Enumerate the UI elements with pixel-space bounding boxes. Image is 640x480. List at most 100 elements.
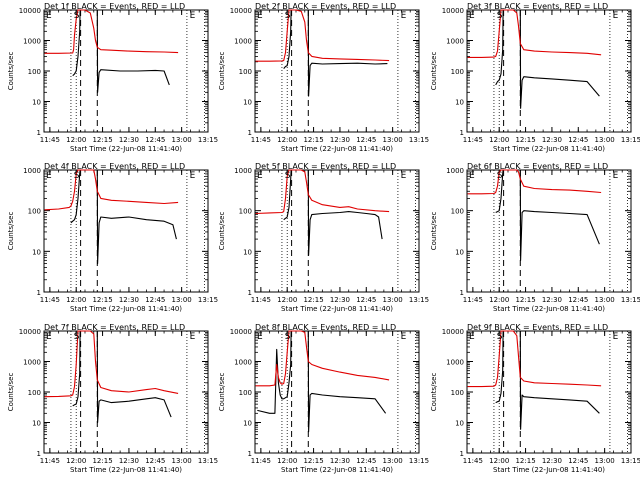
x-tick-label: 12:15 (515, 136, 535, 144)
x-tick-label: 12:00 (489, 457, 509, 465)
panel-det-3: Det 3f BLACK = Events, RED = LLD Counts/s… (430, 2, 640, 153)
x-tick-label: 11:45 (251, 296, 271, 304)
x-tick-label: 12:15 (92, 136, 112, 144)
marker-label-e-start: E (46, 332, 52, 342)
marker-label-s: S (74, 11, 80, 21)
x-tick-label: 12:00 (66, 136, 86, 144)
y-tick-label: 10 (32, 99, 41, 107)
y-axis-label: Counts/sec (430, 212, 438, 251)
x-tick-label: 12:30 (119, 457, 139, 465)
y-tick-label: 10 (455, 248, 464, 256)
marker-label-e-start: E (469, 11, 475, 21)
y-tick-label: 1 (37, 289, 41, 297)
x-tick-label: 13:00 (172, 136, 192, 144)
x-tick-label: 13:15 (621, 136, 640, 144)
series-events (72, 9, 170, 93)
marker-label-e-start: E (469, 332, 475, 342)
panel-title: Det 1f BLACK = Events, RED = LLD (44, 2, 185, 11)
y-tick-label: 100 (451, 389, 464, 397)
x-tick-label: 11:45 (463, 296, 483, 304)
series-lld (467, 169, 602, 195)
panel-title: Det 6f BLACK = Events, RED = LLD (467, 162, 608, 171)
marker-label-e-start: E (257, 171, 263, 181)
panel-det-6: Det 6f BLACK = Events, RED = LLD Counts/s… (430, 162, 640, 313)
x-tick-label: 12:00 (66, 457, 86, 465)
y-tick-label: 1000 (234, 167, 252, 175)
x-tick-label: 12:00 (277, 457, 297, 465)
x-tick-label: 12:30 (542, 296, 562, 304)
series-lld (467, 9, 602, 58)
x-axis-label: Start Time (22-Jun-08 11:41:40) (70, 305, 182, 313)
y-tick-label: 10 (32, 248, 41, 256)
panel-det-5: Det 5f BLACK = Events, RED = LLD Counts/s… (218, 162, 429, 313)
x-axis-label: Start Time (22-Jun-08 11:41:40) (281, 305, 393, 313)
x-tick-label: 12:45 (568, 457, 588, 465)
x-tick-label: 13:15 (198, 136, 218, 144)
x-axis-label: Start Time (22-Jun-08 11:41:40) (281, 145, 393, 153)
plot-frame (466, 169, 632, 293)
y-tick-label: 10 (455, 99, 464, 107)
marker-label-e-end: E (190, 332, 196, 342)
x-tick-label: 11:45 (463, 136, 483, 144)
x-axis-label: Start Time (22-Jun-08 11:41:40) (493, 466, 605, 474)
x-tick-label: 11:45 (463, 457, 483, 465)
plot-frame (43, 169, 209, 293)
series-lld (255, 169, 390, 215)
y-tick-label: 10 (243, 420, 252, 428)
marker-label-e-end: E (613, 171, 619, 181)
y-tick-label: 1000 (446, 167, 464, 175)
y-tick-label: 1000 (234, 359, 252, 367)
x-tick-label: 11:45 (40, 457, 60, 465)
panel-title: Det 8f BLACK = Events, RED = LLD (255, 323, 396, 332)
y-axis-label: Counts/sec (430, 52, 438, 91)
y-tick-label: 10000 (442, 7, 464, 15)
panel-title: Det 4f BLACK = Events, RED = LLD (44, 162, 185, 171)
x-tick-label: 13:00 (383, 296, 403, 304)
series-lld (44, 169, 179, 211)
y-axis-label: Counts/sec (7, 52, 15, 91)
y-tick-label: 100 (28, 208, 41, 216)
x-tick-label: 11:45 (251, 136, 271, 144)
x-axis-label: Start Time (22-Jun-08 11:41:40) (70, 466, 182, 474)
y-tick-label: 10 (455, 420, 464, 428)
y-tick-label: 100 (239, 208, 252, 216)
panel-det-7: Det 7f BLACK = Events, RED = LLD Counts/s… (7, 323, 218, 474)
marker-label-e-end: E (401, 332, 407, 342)
y-tick-label: 100 (451, 208, 464, 216)
marker-label-s: S (285, 11, 291, 21)
marker-label-e-end: E (190, 11, 196, 21)
plot-frame (254, 169, 420, 293)
marker-label-s: S (74, 171, 80, 181)
x-tick-label: 12:45 (356, 296, 376, 304)
y-tick-label: 1000 (23, 359, 41, 367)
x-tick-label: 13:15 (409, 296, 429, 304)
y-tick-label: 10 (243, 248, 252, 256)
y-tick-label: 1 (248, 450, 252, 458)
x-tick-label: 13:00 (595, 457, 615, 465)
y-tick-label: 1000 (23, 167, 41, 175)
x-axis-label: Start Time (22-Jun-08 11:41:40) (70, 145, 182, 153)
y-tick-label: 10000 (19, 7, 41, 15)
y-tick-label: 10 (243, 99, 252, 107)
y-tick-label: 10000 (230, 328, 252, 336)
x-tick-label: 12:15 (303, 457, 323, 465)
series-events (72, 330, 172, 424)
series-events (495, 9, 600, 109)
marker-label-s: S (285, 171, 291, 181)
x-tick-label: 11:45 (251, 457, 271, 465)
x-tick-label: 13:00 (172, 457, 192, 465)
marker-label-s: S (497, 11, 503, 21)
series-lld (255, 9, 390, 62)
series-events (283, 169, 383, 256)
y-axis-label: Counts/sec (7, 212, 15, 251)
x-tick-label: 12:45 (145, 136, 165, 144)
panel-title: Det 2f BLACK = Events, RED = LLD (255, 2, 396, 11)
x-tick-label: 12:15 (515, 296, 535, 304)
marker-label-e-end: E (190, 171, 196, 181)
x-tick-label: 12:15 (92, 457, 112, 465)
x-tick-label: 12:30 (330, 136, 350, 144)
marker-label-e-start: E (469, 171, 475, 181)
y-tick-label: 100 (239, 389, 252, 397)
x-tick-label: 12:30 (542, 136, 562, 144)
